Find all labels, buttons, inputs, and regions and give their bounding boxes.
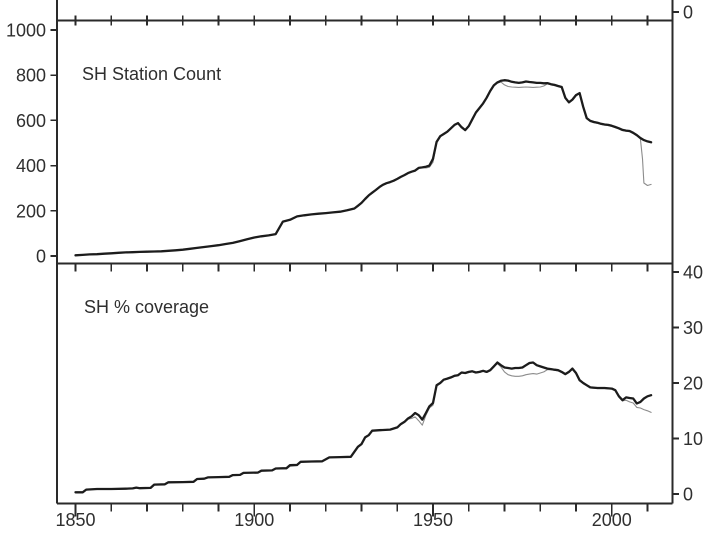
y-tick-label-count: 600 (16, 111, 46, 131)
axes-layer (50, 0, 679, 517)
labels-layer: 1850 1900 1950 2000020040060080010000102030… (6, 3, 703, 531)
y-tick-label-coverage: 20 (683, 374, 703, 394)
y-tick-label-count: 1000 (6, 21, 46, 41)
top-panel-title: SH Station Count (82, 64, 221, 84)
y-tick-label-coverage: 40 (683, 263, 703, 283)
station-count-thin-gray-line (74, 81, 652, 256)
coverage-thin-gray-line (74, 363, 652, 493)
y-tick-label-coverage: 0 (683, 485, 693, 505)
x-tick-label: 1850 (55, 510, 95, 530)
x-tick-label: 2000 (592, 510, 632, 530)
x-tick-label: 1900 (234, 510, 274, 530)
upper-right-partial-tick-label: 0 (683, 3, 693, 23)
series-layer (74, 79, 653, 494)
y-tick-label-coverage: 30 (683, 318, 703, 338)
y-tick-label-count: 200 (16, 201, 46, 221)
coverage-thick-black-line (74, 361, 653, 494)
x-tick-label: 1950 (413, 510, 453, 530)
y-tick-label-count: 400 (16, 156, 46, 176)
station-count-thick-black-line (74, 79, 653, 257)
y-tick-label-count: 0 (36, 247, 46, 267)
bottom-panel-title: SH % coverage (84, 297, 209, 317)
y-tick-label-count: 800 (16, 66, 46, 86)
y-tick-label-coverage: 10 (683, 429, 703, 449)
